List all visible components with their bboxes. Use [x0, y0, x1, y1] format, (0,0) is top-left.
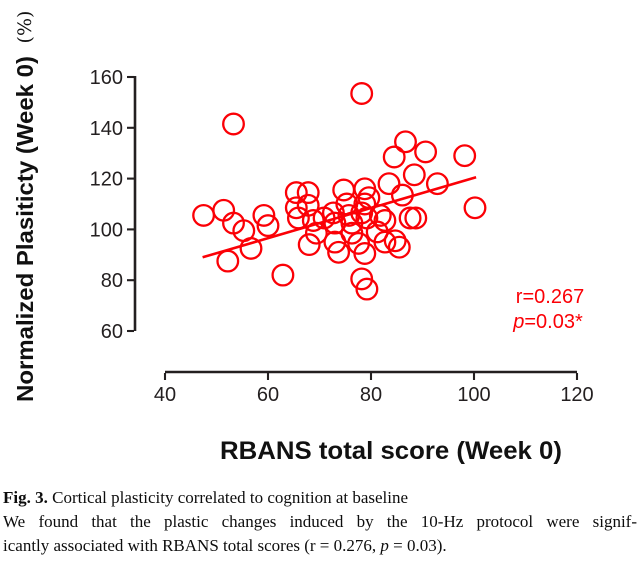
data-point	[414, 140, 438, 164]
data-point	[404, 206, 428, 230]
figure-caption: Fig. 3. Cortical plasticity correlated t…	[3, 486, 637, 558]
caption-body-text-a: icantly associated with RBANS total scor…	[3, 536, 381, 555]
caption-p-symbol: p	[380, 536, 389, 555]
data-point	[350, 82, 374, 105]
scatter-plot: (%) Normalized Plasiticty (Week 0) 60 80 1…	[12, 11, 594, 465]
p-symbol: p	[512, 311, 524, 333]
data-point	[256, 214, 280, 238]
x-tick-label: 120	[560, 384, 593, 406]
data-point	[353, 242, 377, 265]
data-point	[425, 172, 449, 196]
data-point	[296, 181, 320, 205]
data-point	[222, 112, 245, 136]
data-point	[353, 192, 377, 216]
data-point	[216, 249, 240, 273]
y-tick-label: 100	[90, 219, 123, 241]
data-point	[402, 163, 426, 187]
x-tick-label: 100	[457, 384, 490, 406]
data-point	[394, 130, 417, 154]
x-axis-ticks: 40 60 80 100 120	[154, 373, 594, 406]
regression-line	[202, 176, 477, 259]
y-tick-label: 140	[90, 118, 123, 140]
y-tick-label: 80	[101, 270, 123, 292]
caption-title-line: Fig. 3. Cortical plasticity correlated t…	[3, 486, 637, 510]
data-point	[271, 263, 295, 287]
y-tick-label: 120	[90, 169, 123, 191]
figure-number: Fig. 3.	[3, 488, 48, 507]
data-point	[323, 211, 347, 235]
x-tick-label: 60	[257, 384, 279, 406]
figure-title-text: Cortical plasticity correlated to cognit…	[47, 488, 409, 507]
data-point	[192, 203, 216, 227]
data-point	[284, 181, 308, 205]
y-tick-label: 60	[101, 321, 123, 343]
scatter-points	[192, 82, 487, 301]
data-point	[398, 206, 422, 230]
x-tick-label: 80	[360, 384, 382, 406]
data-point	[284, 196, 308, 220]
caption-body-text-b: = 0.03).	[388, 536, 447, 555]
p-value-annotation: p=0.03*	[512, 311, 583, 333]
r-value-annotation: r=0.267	[516, 286, 584, 308]
data-point	[297, 233, 321, 257]
data-point	[301, 209, 325, 232]
y-axis-unit: (%)	[14, 11, 36, 44]
data-point	[453, 144, 477, 168]
data-point	[377, 172, 401, 196]
data-point	[383, 229, 407, 253]
caption-body-line-1: We found that the plastic changes induce…	[3, 512, 637, 531]
caption-body-line-2: icantly associated with RBANS total scor…	[3, 534, 637, 558]
p-value-text: =0.03*	[524, 311, 583, 333]
data-point	[239, 236, 263, 260]
data-point	[252, 203, 276, 227]
x-axis-title: RBANS total score (Week 0)	[220, 437, 562, 465]
data-point	[463, 196, 487, 220]
data-point	[355, 277, 379, 301]
y-tick-label: 160	[90, 67, 123, 89]
data-point	[327, 240, 351, 264]
y-axis-ticks: 60 80 100 120 140 160	[90, 67, 134, 343]
data-point	[332, 178, 356, 202]
data-point	[382, 145, 406, 169]
x-tick-label: 40	[154, 384, 176, 406]
y-axis-title: Normalized Plasiticty (Week 0)	[12, 56, 38, 402]
data-point	[387, 235, 411, 259]
data-point	[373, 230, 397, 254]
